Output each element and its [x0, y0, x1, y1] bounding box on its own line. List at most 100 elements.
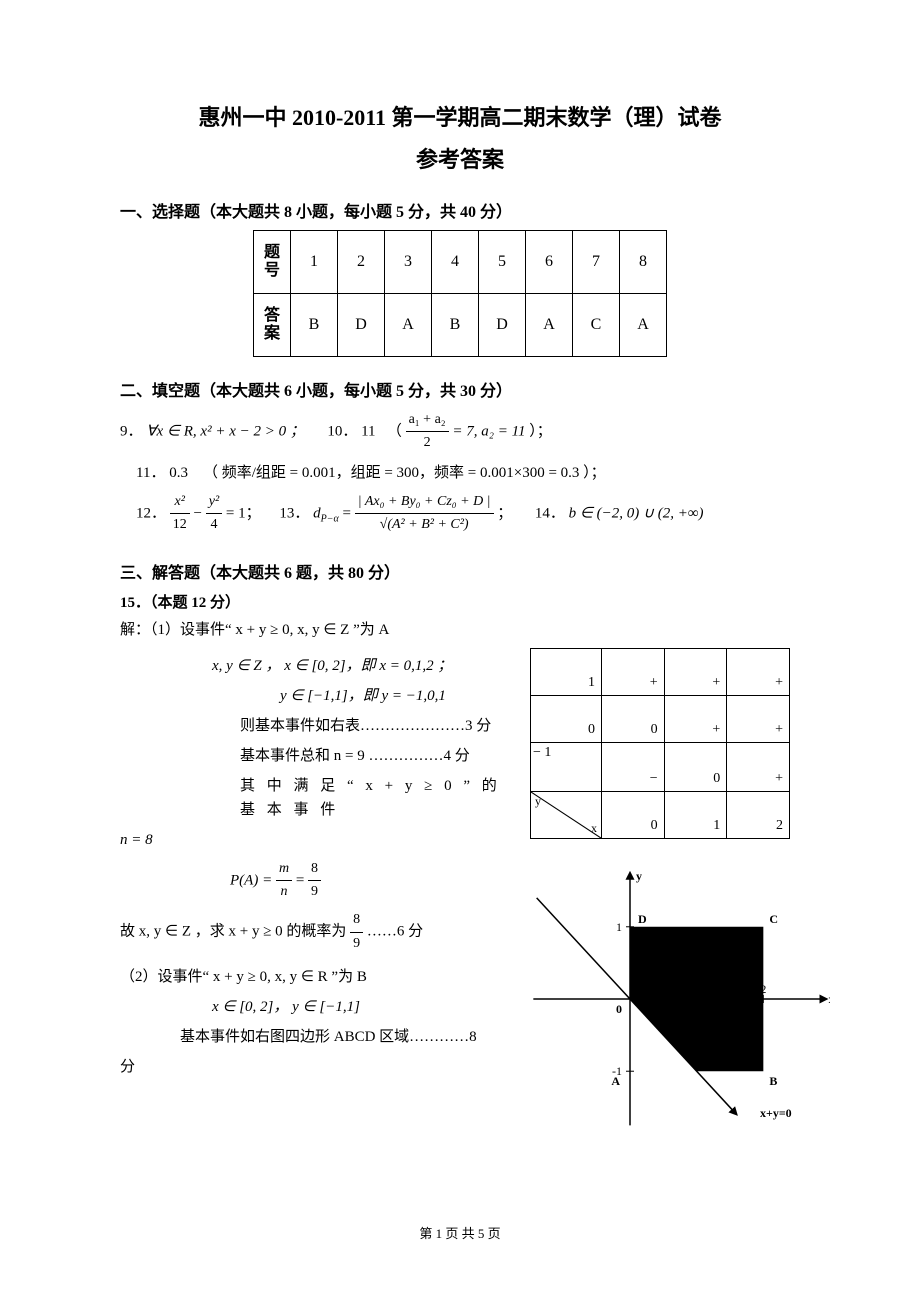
qnum-cell: 5: [479, 231, 526, 294]
q15-n8: n = 8: [120, 828, 510, 852]
q12-tail: = 1；: [226, 505, 261, 521]
label: 号: [264, 262, 280, 279]
page-title: 惠州一中 2010-2011 第一学期高二期末数学（理）试卷: [120, 100, 800, 132]
ans-cell: B: [432, 294, 479, 357]
PA-frac2: 8 9: [308, 858, 321, 904]
section1-heading: 一、选择题（本大题共 8 小题，每小题 5 分，共 40 分）: [120, 198, 800, 222]
ans-cell: A: [620, 294, 667, 357]
svg-text:1: 1: [616, 919, 622, 933]
q12-frac2: y² 4: [206, 491, 222, 537]
svg-text:y: y: [636, 869, 642, 883]
row-label-ans: 答 案: [254, 294, 291, 357]
q15-head: 15．（本题 12 分）: [120, 591, 800, 612]
q13-prefix: 13．: [279, 505, 309, 521]
qnum-cell: 8: [620, 231, 667, 294]
event-cell: +: [727, 742, 790, 791]
frac-num: 8: [350, 909, 363, 932]
eq: =: [343, 505, 355, 521]
q11-val: 0.3: [169, 465, 188, 481]
q15-part2: （2）设事件“ x + y ≥ 0, x, y ∈ R ”为 B: [120, 965, 510, 989]
event-cell: 0: [601, 695, 664, 742]
x-label: x: [591, 821, 597, 836]
q12-frac1: x² 12: [170, 491, 190, 537]
answer-table: 题 号 1 2 3 4 5 6 7 8 答 案 B D A B D A C A: [253, 230, 667, 357]
event-cell: +: [664, 695, 727, 742]
q10-val: 11: [361, 423, 375, 439]
eq: =: [296, 872, 308, 888]
ans-cell: D: [338, 294, 385, 357]
q13-sub: P−α: [321, 513, 339, 524]
q14-prefix: 14．: [535, 505, 565, 521]
q9-expr: ∀x ∈ R, x² + x − 2 > 0 ；: [146, 423, 305, 439]
svg-text:C: C: [769, 911, 778, 925]
frac-den: 2: [406, 432, 449, 454]
q15-l5: 基本事件总和 n = 9 ……………4 分: [120, 744, 510, 768]
q15-domain: x ∈ [0, 2]， y ∈ [−1,1]: [120, 995, 510, 1019]
q10-prefix: 10．: [327, 423, 357, 439]
q9-q10-line: 9． ∀x ∈ R, x² + x − 2 > 0 ； 10． 11 （ a₁ …: [120, 409, 800, 455]
q15-l4: 则基本事件如右表…………………3 分: [120, 714, 510, 738]
row-label-qnum: 题 号: [254, 231, 291, 294]
event-cell: 1: [664, 791, 727, 838]
frac-den: √(A² + B² + C²): [355, 514, 494, 536]
svg-text:0: 0: [616, 1002, 622, 1016]
q15-l2: x, y ∈ Z ， x ∈ [0, 2]，即 x = 0,1,2 ；: [120, 654, 510, 678]
paren: （: [387, 423, 402, 439]
q15-PA: P(A) = m n = 8 9: [120, 858, 510, 904]
frac-num: y²: [206, 491, 222, 514]
event-cell: +: [727, 695, 790, 742]
qnum-cell: 3: [385, 231, 432, 294]
region-chart: yx01-12DCABx+y=0: [530, 869, 830, 1129]
svg-text:2: 2: [760, 982, 766, 996]
expr: y ∈ [−1,1]，即 y = −1,0,1: [280, 688, 446, 704]
ans-cell: D: [479, 294, 526, 357]
ans-cell: A: [526, 294, 573, 357]
expr: x, y ∈ Z ， x ∈ [0, 2]，即 x = 0,1,2 ；: [212, 658, 452, 674]
event-cell: 1: [531, 648, 602, 695]
frac-num: 8: [308, 858, 321, 881]
section3-heading: 三、解答题（本大题共 6 题，共 80 分）: [120, 559, 800, 583]
svg-text:x: x: [829, 992, 830, 1006]
event-cell: +: [727, 648, 790, 695]
PA-frac1: m n: [276, 858, 292, 904]
q15-region2: 分: [120, 1055, 510, 1079]
frac-num: m: [276, 858, 292, 881]
frac-den: 9: [308, 881, 321, 903]
q11-explain: （ 频率/组距 = 0.001，组距 = 300，频率 = 0.001×300 …: [203, 465, 606, 481]
q11-line: 11． 0.3 （ 频率/组距 = 0.001，组距 = 300，频率 = 0.…: [120, 461, 800, 485]
page-subtitle: 参考答案: [120, 142, 800, 174]
event-cell: − 1: [531, 742, 602, 791]
q9-prefix: 9．: [120, 423, 143, 439]
label: 题: [264, 244, 280, 261]
event-cell: 0: [601, 791, 664, 838]
ans-cell: A: [385, 294, 432, 357]
paren: ）；: [529, 423, 552, 439]
q15-l3: y ∈ [−1,1]，即 y = −1,0,1: [120, 684, 510, 708]
text: 故 x, y ∈ Z ，求 x + y ≥ 0 的概率为: [120, 924, 350, 940]
frac-num: x²: [170, 491, 190, 514]
event-xy-cell: y x: [531, 791, 602, 838]
text: ……6 分: [367, 924, 423, 940]
expr: P(A) =: [230, 872, 276, 888]
frac-num: a₁ + a₂: [406, 409, 449, 432]
q15-prob: 故 x, y ∈ Z ，求 x + y ≥ 0 的概率为 8 9 ……6 分: [120, 909, 510, 955]
svg-text:D: D: [638, 911, 647, 925]
q10-eq: = 7, a₂ = 11: [452, 423, 525, 439]
ans-cell: C: [573, 294, 620, 357]
event-cell: +: [601, 648, 664, 695]
qnum-cell: 4: [432, 231, 479, 294]
frac-num: | Ax₀ + By₀ + Cz₀ + D |: [355, 491, 494, 514]
section2-heading: 二、填空题（本大题共 6 小题，每小题 5 分，共 30 分）: [120, 377, 800, 401]
q10-frac: a₁ + a₂ 2: [406, 409, 449, 455]
label: 答: [264, 307, 280, 324]
q12-q13-q14-line: 12． x² 12 − y² 4 = 1； 13． dP−α = | Ax₀ +…: [120, 491, 800, 537]
svg-text:A: A: [611, 1074, 620, 1088]
qnum-cell: 6: [526, 231, 573, 294]
region-chart-svg: yx01-12DCABx+y=0: [530, 869, 830, 1129]
qnum-cell: 2: [338, 231, 385, 294]
q15-region: 基本事件如右图四边形 ABCD 区域…………8: [120, 1025, 510, 1049]
qnum-cell: 7: [573, 231, 620, 294]
q13-lhs: d: [313, 505, 321, 521]
event-cell: 0: [664, 742, 727, 791]
q13-frac: | Ax₀ + By₀ + Cz₀ + D | √(A² + B² + C²): [355, 491, 494, 537]
